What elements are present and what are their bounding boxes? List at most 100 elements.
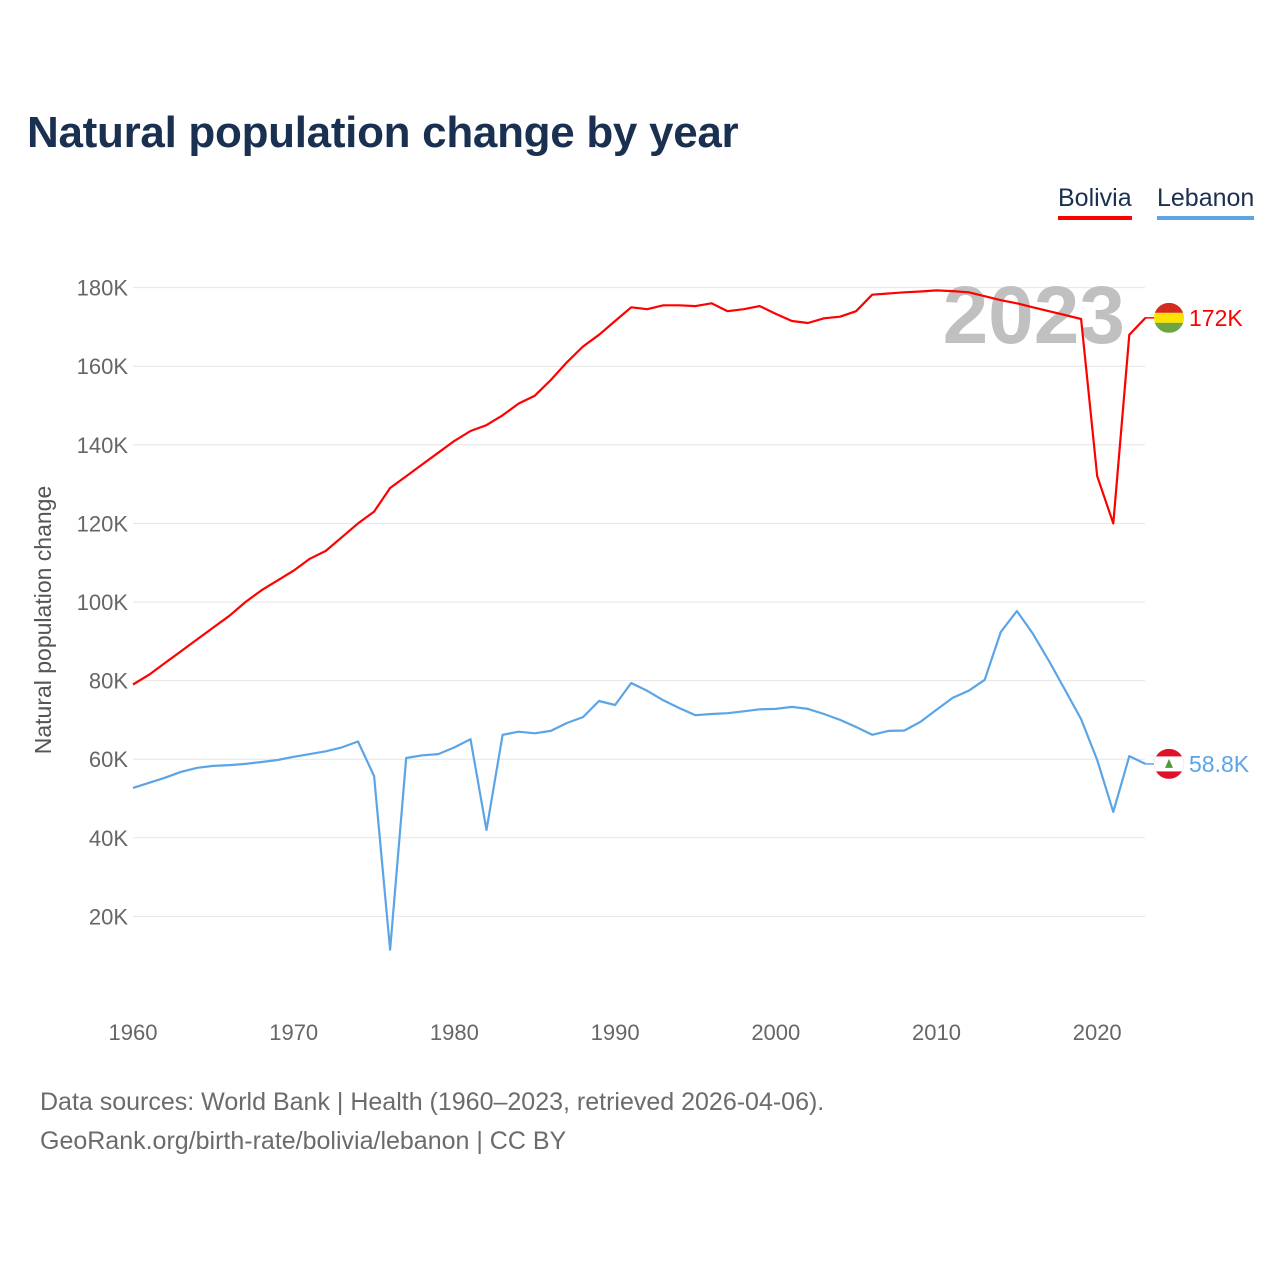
data-point[interactable] <box>774 707 778 711</box>
data-point[interactable] <box>356 521 360 525</box>
data-point[interactable] <box>999 298 1003 302</box>
data-point[interactable] <box>999 630 1003 634</box>
data-point[interactable] <box>886 291 890 295</box>
data-point[interactable] <box>565 360 569 364</box>
data-point[interactable] <box>1047 309 1051 313</box>
data-point[interactable] <box>1127 754 1131 758</box>
data-point[interactable] <box>629 681 633 685</box>
data-point[interactable] <box>1111 521 1115 525</box>
data-point[interactable] <box>1095 758 1099 762</box>
data-point[interactable] <box>260 588 264 592</box>
data-point[interactable] <box>243 600 247 604</box>
data-point[interactable] <box>983 678 987 682</box>
data-point[interactable] <box>886 729 890 733</box>
data-point[interactable] <box>452 745 456 749</box>
data-point[interactable] <box>838 718 842 722</box>
data-point[interactable] <box>661 303 665 307</box>
data-point[interactable] <box>822 316 826 320</box>
data-point[interactable] <box>308 752 312 756</box>
data-point[interactable] <box>533 394 537 398</box>
data-point[interactable] <box>276 578 280 582</box>
data-point[interactable] <box>1047 659 1051 663</box>
data-point[interactable] <box>854 309 858 313</box>
data-point[interactable] <box>436 451 440 455</box>
data-point[interactable] <box>870 733 874 737</box>
data-point[interactable] <box>211 626 215 630</box>
data-point[interactable] <box>645 307 649 311</box>
data-point[interactable] <box>404 756 408 760</box>
data-point[interactable] <box>1015 301 1019 305</box>
data-point[interactable] <box>420 753 424 757</box>
data-point[interactable] <box>179 770 183 774</box>
data-point[interactable] <box>726 711 730 715</box>
data-point[interactable] <box>677 303 681 307</box>
data-point[interactable] <box>967 290 971 294</box>
data-point[interactable] <box>1031 305 1035 309</box>
data-point[interactable] <box>211 764 215 768</box>
data-point[interactable] <box>131 683 135 687</box>
data-point[interactable] <box>1111 810 1115 814</box>
data-point[interactable] <box>485 423 489 427</box>
data-point[interactable] <box>292 569 296 573</box>
data-point[interactable] <box>468 737 472 741</box>
data-point[interactable] <box>758 304 762 308</box>
data-point[interactable] <box>918 720 922 724</box>
data-point[interactable] <box>581 715 585 719</box>
data-point[interactable] <box>677 706 681 710</box>
data-point[interactable] <box>372 774 376 778</box>
data-point[interactable] <box>388 948 392 952</box>
data-point[interactable] <box>822 712 826 716</box>
data-point[interactable] <box>195 637 199 641</box>
data-point[interactable] <box>179 649 183 653</box>
data-point[interactable] <box>517 730 521 734</box>
data-point[interactable] <box>501 733 505 737</box>
data-point[interactable] <box>902 290 906 294</box>
data-point[interactable] <box>790 319 794 323</box>
data-point[interactable] <box>227 763 231 767</box>
data-point[interactable] <box>1031 632 1035 636</box>
data-point[interactable] <box>1095 474 1099 478</box>
data-point[interactable] <box>147 673 151 677</box>
data-point[interactable] <box>597 699 601 703</box>
data-point[interactable] <box>404 474 408 478</box>
data-point[interactable] <box>501 413 505 417</box>
data-point[interactable] <box>1127 333 1131 337</box>
data-point[interactable] <box>549 729 553 733</box>
data-point[interactable] <box>163 776 167 780</box>
data-point[interactable] <box>951 289 955 293</box>
data-point[interactable] <box>581 345 585 349</box>
data-point[interactable] <box>260 760 264 764</box>
data-point[interactable] <box>292 755 296 759</box>
data-point[interactable] <box>1079 717 1083 721</box>
data-point[interactable] <box>163 661 167 665</box>
data-point[interactable] <box>838 315 842 319</box>
data-point[interactable] <box>693 304 697 308</box>
series-line-bolivia[interactable] <box>132 289 1147 686</box>
data-point[interactable] <box>324 549 328 553</box>
data-point[interactable] <box>645 689 649 693</box>
data-point[interactable] <box>806 707 810 711</box>
data-point[interactable] <box>340 535 344 539</box>
data-point[interactable] <box>131 786 135 790</box>
data-point[interactable] <box>774 312 778 316</box>
legend-item-bolivia[interactable]: Bolivia <box>1058 184 1132 220</box>
data-point[interactable] <box>1063 313 1067 317</box>
data-point[interactable] <box>147 781 151 785</box>
data-point[interactable] <box>613 703 617 707</box>
data-point[interactable] <box>983 294 987 298</box>
data-point[interactable] <box>324 749 328 753</box>
data-point[interactable] <box>1063 688 1067 692</box>
data-point[interactable] <box>517 402 521 406</box>
data-point[interactable] <box>356 740 360 744</box>
data-point[interactable] <box>388 486 392 490</box>
data-point[interactable] <box>661 698 665 702</box>
data-point[interactable] <box>629 305 633 309</box>
data-point[interactable] <box>565 721 569 725</box>
data-point[interactable] <box>308 557 312 561</box>
data-point[interactable] <box>468 429 472 433</box>
data-point[interactable] <box>902 729 906 733</box>
legend-item-lebanon[interactable]: Lebanon <box>1157 184 1255 220</box>
data-point[interactable] <box>1079 317 1083 321</box>
data-point[interactable] <box>758 707 762 711</box>
data-point[interactable] <box>1015 609 1019 613</box>
